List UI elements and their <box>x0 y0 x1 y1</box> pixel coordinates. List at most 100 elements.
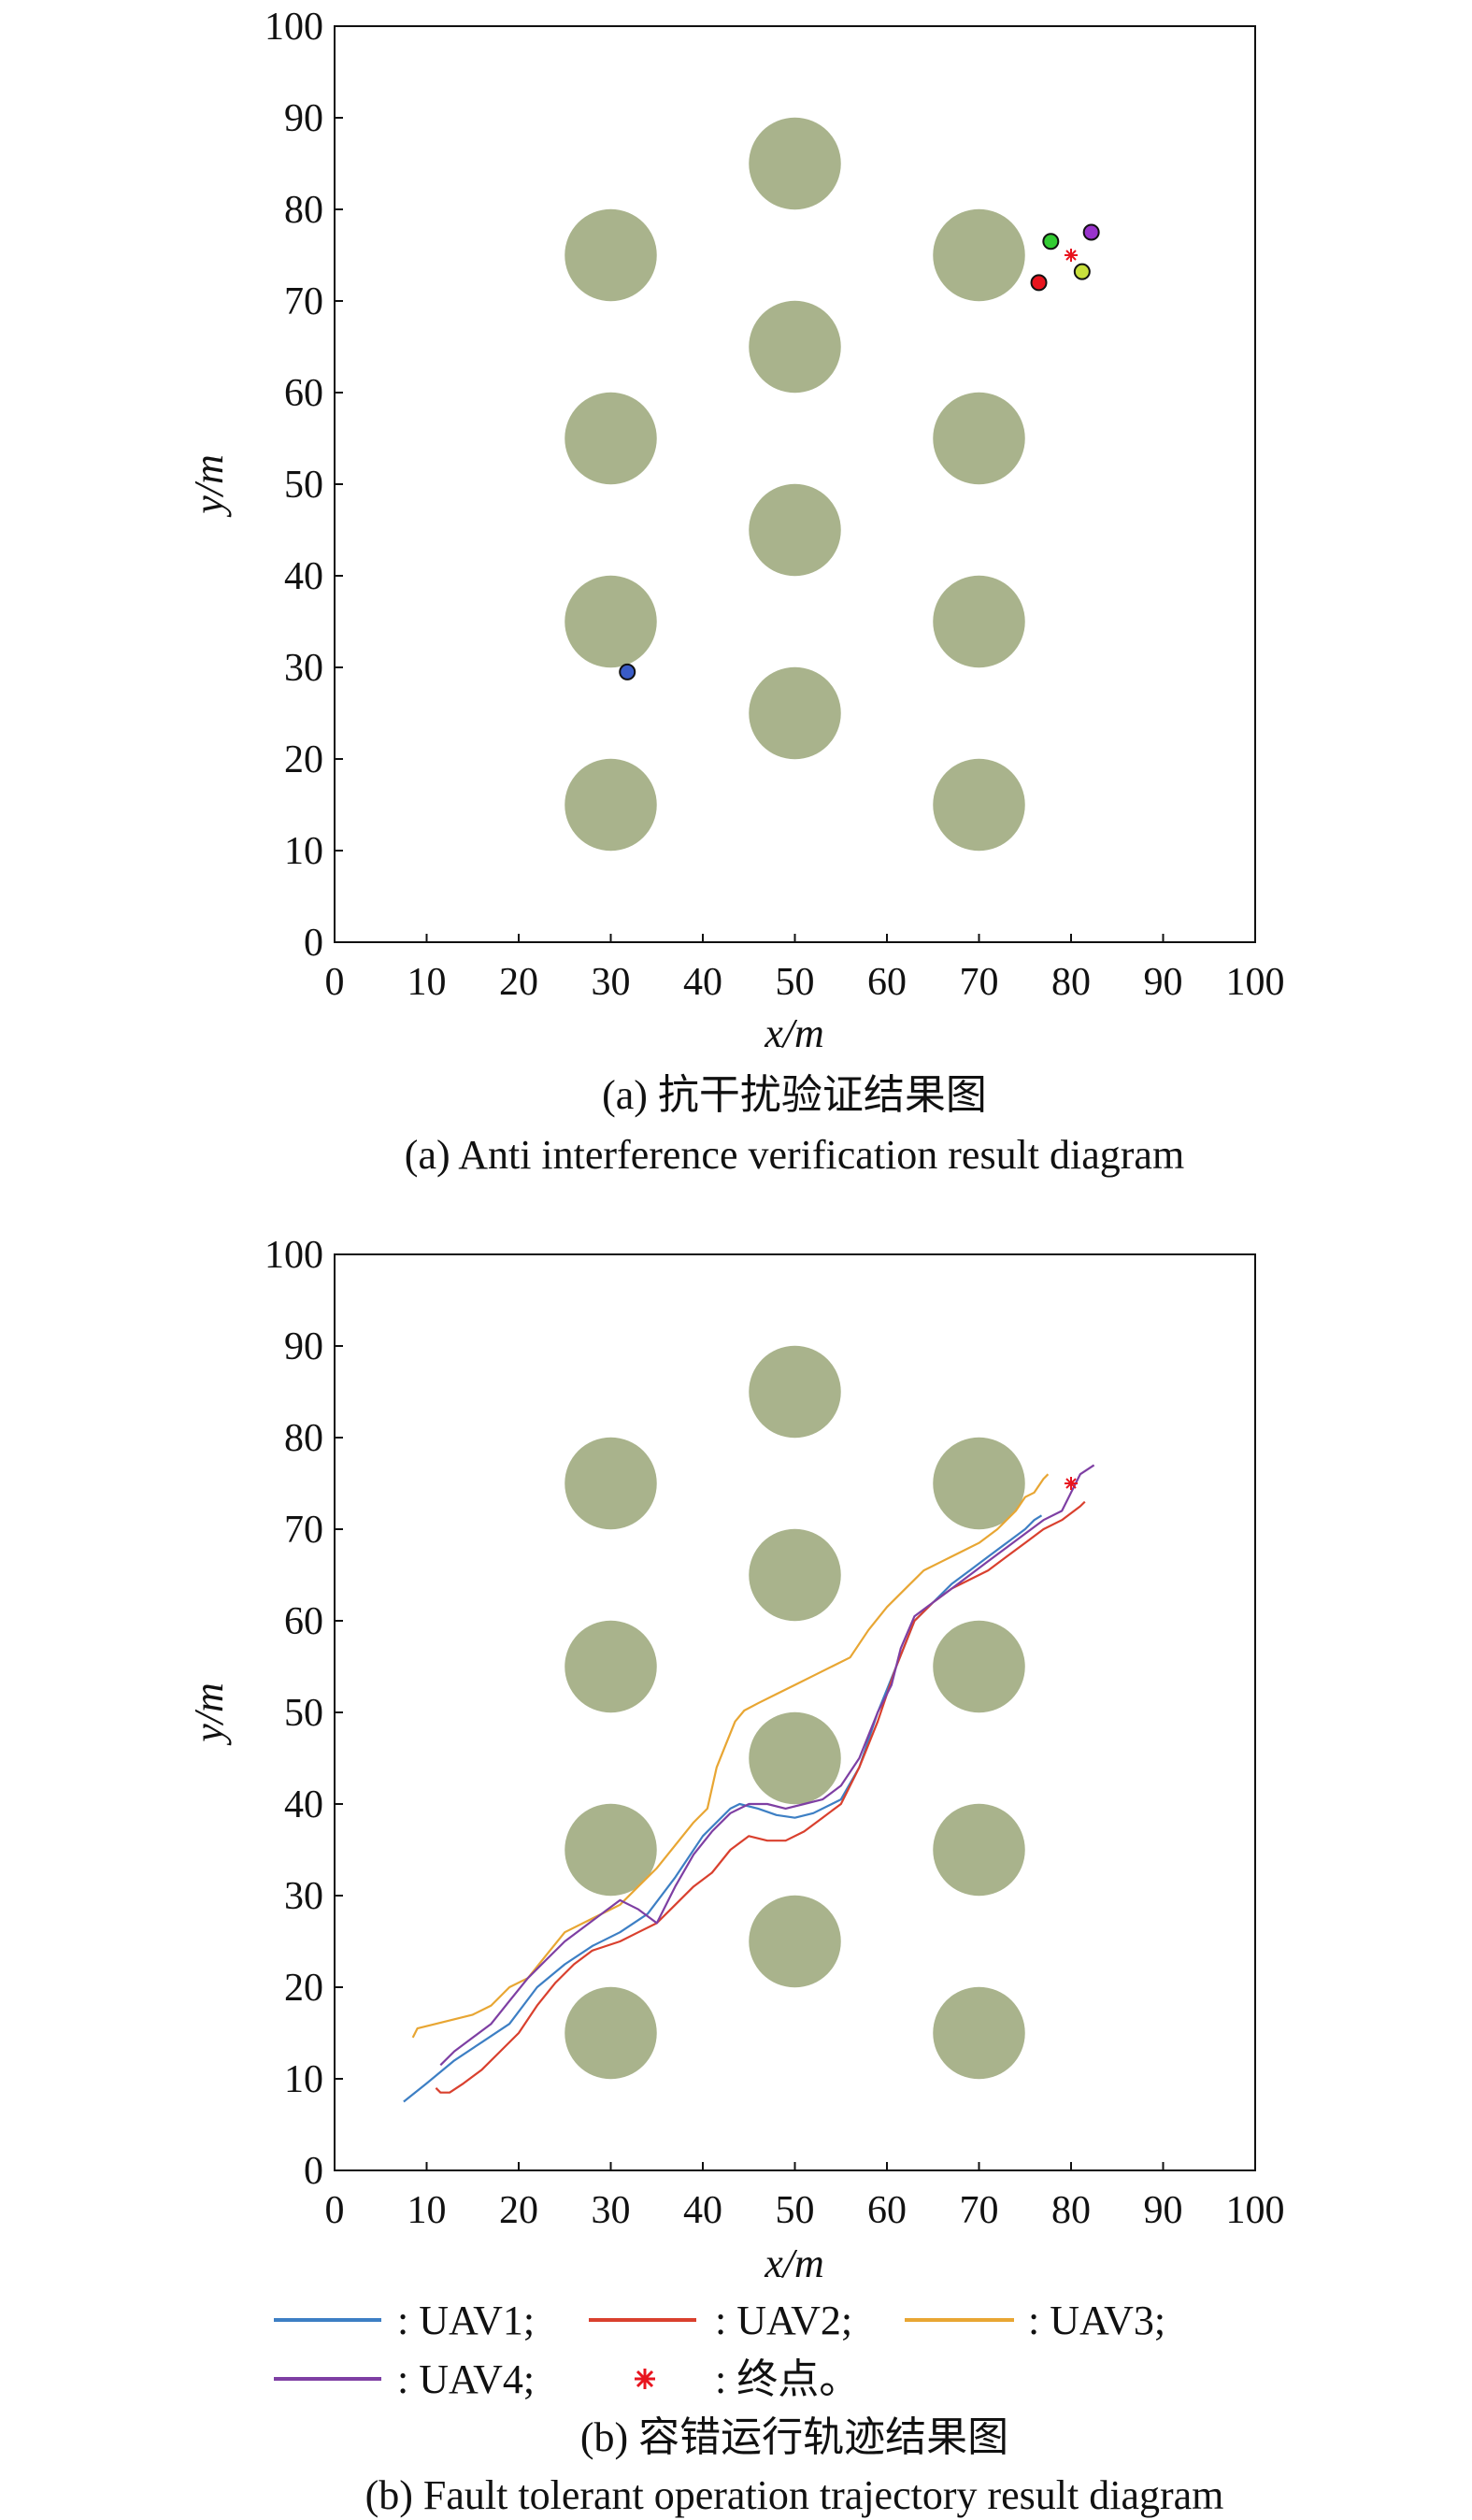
panel-b-x-tick-label: 40 <box>683 2189 722 2232</box>
panel-b-y-tick-label: 80 <box>284 1417 323 1460</box>
panel-a-y-ticks: 0 10 20 30 40 50 60 70 80 90 100 <box>264 6 343 965</box>
panel-b-y-tick-label: 10 <box>284 2058 323 2101</box>
panel-b-x-tick-label: 70 <box>960 2189 999 2232</box>
panel-a-obstacle-1 <box>565 758 657 852</box>
panel-a-x-ticks: 0 10 20 30 40 50 60 70 80 90 100 <box>325 934 1285 1004</box>
panel-a-x-tick-label: 30 <box>592 961 631 1004</box>
panel-b-x-axis-label: x/m <box>764 2241 824 2286</box>
panel-a-x-tick-label: 90 <box>1144 961 1183 1004</box>
panel-b-x-tick-label: 10 <box>407 2189 447 2232</box>
panel-b-y-ticks: 0 10 20 30 40 50 60 70 80 90 100 <box>264 1234 343 2193</box>
panel-a-obstacle-8 <box>749 117 841 210</box>
panel-a-uav-point-4 <box>1030 274 1048 292</box>
panel-b-obstacle-5 <box>749 1895 841 1988</box>
legend-label-uav2: : UAV2; <box>715 2298 852 2343</box>
panel-a-obstacles <box>565 117 1025 852</box>
panel-b-x-tick-label: 0 <box>325 2189 345 2232</box>
panel-a-x-tick-label: 40 <box>683 961 722 1004</box>
panel-a-y-tick-label: 10 <box>284 830 323 873</box>
panel-b-obstacle-11 <box>933 1620 1025 1713</box>
panel-b-caption-en: (b) Fault tolerant operation trajectory … <box>365 2472 1224 2518</box>
panel-b-obstacle-1 <box>565 1986 657 2080</box>
panel-b-obstacle-4 <box>565 1437 657 1530</box>
panel-b-x-tick-label: 90 <box>1144 2189 1183 2232</box>
legend-label-uav4: : UAV4; <box>397 2356 535 2402</box>
panel-a-x-tick-label: 70 <box>960 961 999 1004</box>
panel-b-y-axis-label: y/m <box>186 1682 232 1746</box>
panel-a-y-axis-label: y/m <box>186 454 232 518</box>
panel-a-x-tick-label: 10 <box>407 961 447 1004</box>
panel-a-obstacle-10 <box>933 575 1025 668</box>
panel-a-uav-point-2 <box>1042 233 1060 251</box>
panel-a-y-tick-label: 80 <box>284 189 323 232</box>
panel-a-obstacle-7 <box>749 300 841 394</box>
panel-a-obstacle-9 <box>933 758 1025 852</box>
panel-b-x-tick-label: 20 <box>499 2189 538 2232</box>
panel-b-obstacles <box>565 1345 1025 2080</box>
panel-a-y-tick-label: 100 <box>264 6 323 49</box>
panel-a-obstacle-11 <box>933 392 1025 485</box>
legend-swatch-endpoint <box>635 2369 655 2389</box>
panel-a-obstacle-12 <box>933 208 1025 302</box>
panel-b-legend: : UAV1; : UAV2; : UAV3; : UAV4; : 终点。 <box>274 2298 1165 2402</box>
panel-b-x-tick-label: 30 <box>592 2189 631 2232</box>
panel-b-x-tick-label: 60 <box>867 2189 907 2232</box>
panel-a-uav-point-1 <box>619 663 636 680</box>
panel-b-series-uav2 <box>435 1500 1086 2094</box>
panel-a-x-tick-label: 80 <box>1051 961 1091 1004</box>
panel-a-y-tick-label: 0 <box>304 922 323 965</box>
panel-a-uav-point-3 <box>1082 223 1100 241</box>
panel-b-series-uav3 <box>411 1473 1050 2039</box>
panel-a-obstacle-3 <box>565 392 657 485</box>
panel-b: 0 10 20 30 40 50 60 70 80 90 100 0 10 20 30 40 50 60 70 80… <box>186 1234 1285 2518</box>
panel-b-y-tick-label: 0 <box>304 2150 323 2193</box>
panel-b-obstacle-3 <box>565 1620 657 1713</box>
panel-a-x-tick-label: 20 <box>499 961 538 1004</box>
panel-a-y-tick-label: 30 <box>284 647 323 690</box>
panel-b-y-tick-label: 70 <box>284 1509 323 1552</box>
panel-b-x-tick-label: 50 <box>776 2189 815 2232</box>
panel-a-x-tick-label: 0 <box>325 961 345 1004</box>
panel-a-y-tick-label: 70 <box>284 280 323 323</box>
panel-b-caption-cn: (b) 容错运行轨迹结果图 <box>580 2414 1008 2460</box>
panel-a-caption-cn: (a) 抗干扰验证结果图 <box>602 1072 987 1118</box>
panel-b-y-tick-label: 20 <box>284 1967 323 2010</box>
legend-label-uav1: : UAV1; <box>397 2298 535 2343</box>
panel-a-x-tick-label: 100 <box>1226 961 1285 1004</box>
panel-b-series-uav4 <box>439 1464 1095 2067</box>
panel-a-uav-point-5 <box>1073 263 1091 280</box>
panel-b-obstacle-2 <box>565 1803 657 1897</box>
panel-b-x-ticks: 0 10 20 30 40 50 60 70 80 90 100 <box>325 2162 1285 2232</box>
panel-a-y-tick-label: 60 <box>284 372 323 415</box>
panel-a-y-tick-label: 90 <box>284 97 323 140</box>
panel-b-x-tick-label: 80 <box>1051 2189 1091 2232</box>
panel-b-obstacle-7 <box>749 1528 841 1622</box>
panel-b-obstacle-8 <box>749 1345 841 1439</box>
panel-a: 0 10 20 30 40 50 60 70 80 90 100 0 10 20 30 40 50 60 70 80… <box>186 6 1285 1178</box>
panel-b-obstacle-9 <box>933 1986 1025 2080</box>
panel-a-obstacle-6 <box>749 483 841 577</box>
panel-a-x-tick-label: 50 <box>776 961 815 1004</box>
panel-a-x-axis-label: x/m <box>764 1010 824 1056</box>
panel-b-y-tick-label: 100 <box>264 1234 323 1277</box>
panel-a-x-tick-label: 60 <box>867 961 907 1004</box>
panel-b-endpoint-marker <box>1065 1477 1078 1490</box>
panel-b-y-tick-label: 50 <box>284 1692 323 1735</box>
panel-a-y-tick-label: 40 <box>284 555 323 598</box>
panel-a-endpoint-marker <box>1065 249 1078 262</box>
panel-b-y-tick-label: 30 <box>284 1875 323 1918</box>
panel-a-y-tick-label: 20 <box>284 738 323 781</box>
panel-b-x-tick-label: 100 <box>1226 2189 1285 2232</box>
panel-a-obstacle-4 <box>565 208 657 302</box>
panel-b-obstacle-12 <box>933 1437 1025 1530</box>
panel-a-y-tick-label: 50 <box>284 464 323 507</box>
legend-label-uav3: : UAV3; <box>1028 2298 1165 2343</box>
panel-b-y-tick-label: 60 <box>284 1600 323 1643</box>
panel-b-y-tick-label: 40 <box>284 1783 323 1826</box>
legend-label-endpoint: : 终点。 <box>715 2356 860 2402</box>
panel-a-caption-en: (a) Anti interference verification resul… <box>405 1132 1184 1178</box>
panel-a-obstacle-5 <box>749 666 841 760</box>
panel-a-marks <box>619 223 1100 680</box>
panel-a-obstacle-2 <box>565 575 657 668</box>
